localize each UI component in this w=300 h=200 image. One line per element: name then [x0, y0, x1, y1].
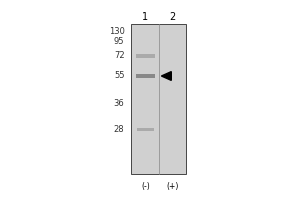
Text: 36: 36: [114, 99, 124, 108]
Text: (+): (+): [166, 182, 179, 190]
Text: 95: 95: [114, 36, 124, 46]
Text: 72: 72: [114, 51, 124, 60]
Bar: [136, 74, 155, 78]
Polygon shape: [161, 72, 171, 80]
Text: 55: 55: [114, 72, 124, 80]
Text: 2: 2: [169, 12, 175, 22]
Bar: [136, 54, 155, 58]
Text: 1: 1: [142, 12, 148, 22]
Bar: [130, 24, 186, 174]
Text: 28: 28: [114, 124, 124, 134]
Bar: [137, 128, 154, 130]
Text: (-): (-): [141, 182, 150, 190]
Text: 130: 130: [109, 26, 124, 36]
